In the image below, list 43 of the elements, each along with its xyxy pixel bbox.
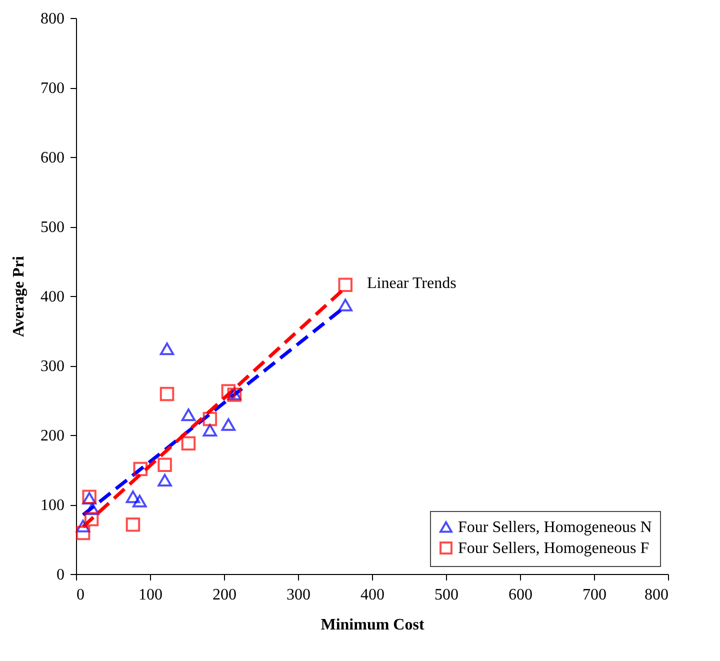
point: [85, 502, 100, 515]
point: [76, 526, 90, 540]
y-tick-label: 200: [40, 428, 64, 444]
y-tick-label: 300: [40, 358, 64, 375]
point: [338, 278, 352, 292]
x-tick-label: 100: [138, 586, 162, 604]
point: [84, 512, 99, 526]
point: [181, 408, 196, 422]
point: [126, 518, 140, 532]
x-tick-label: 300: [286, 586, 310, 604]
x-tick-label: 200: [212, 586, 236, 604]
x-tick-label: 800: [644, 586, 668, 604]
point: [202, 424, 218, 436]
point: [126, 490, 140, 504]
y-tick-label: 600: [40, 150, 64, 166]
point: [221, 384, 236, 398]
point: [160, 386, 174, 402]
point: [221, 418, 236, 431]
point: [133, 462, 148, 476]
point: [160, 342, 174, 356]
point: [132, 494, 147, 508]
point: [76, 520, 90, 532]
legend-label: Four Sellers, Homogeneous N: [458, 519, 652, 536]
y-tick-label: 0: [56, 566, 64, 584]
x-tick-label: 600: [508, 586, 532, 604]
y-tick-label: 100: [40, 497, 64, 514]
point: [338, 298, 352, 312]
point: [158, 474, 172, 486]
y-axis-title: Average Pri: [10, 255, 28, 337]
point: [181, 436, 196, 450]
x-tick-label: 400: [360, 586, 384, 604]
legend-label: Four Sellers, Homogeneous F: [458, 540, 650, 557]
x-tick-label: 500: [434, 586, 458, 604]
x-tick-label: 0: [76, 586, 84, 604]
y-tick-label: 800: [40, 10, 64, 28]
point: [158, 458, 172, 472]
x-axis-title: Minimum Cost: [320, 616, 425, 634]
y-tick-label: 400: [40, 288, 64, 306]
y-tick-label: 700: [40, 80, 64, 97]
annotation: Linear Trends: [367, 275, 456, 292]
y-tick-label: 500: [40, 219, 64, 236]
point: [202, 412, 218, 426]
x-tick-label: 700: [582, 586, 606, 604]
